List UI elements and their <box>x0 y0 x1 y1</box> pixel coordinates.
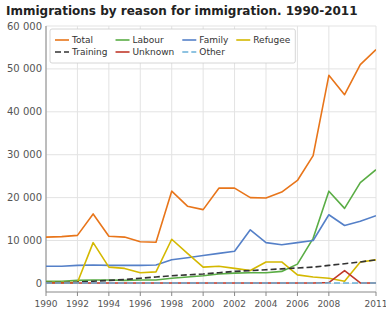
y-tick-label: 10 000 <box>7 235 42 246</box>
x-tick <box>297 292 298 296</box>
x-tick <box>203 292 204 296</box>
x-tick <box>266 292 267 296</box>
y-tick-label: 50 000 <box>7 63 42 74</box>
grid <box>46 26 376 292</box>
x-tick-label: 2011 <box>365 299 386 309</box>
x-tick <box>234 292 235 296</box>
series-line <box>46 282 376 284</box>
x-tick <box>171 292 172 296</box>
x-grid-line <box>140 26 141 292</box>
x-axis-line <box>46 292 376 293</box>
x-tick-label: 2002 <box>223 299 246 309</box>
y-tick-label: 0 <box>36 278 42 289</box>
y-tick-label: 30 000 <box>7 149 42 160</box>
legend-handle <box>236 39 250 41</box>
x-grid-line <box>376 26 377 292</box>
legend-box <box>50 29 295 63</box>
legend-label: Unknown <box>133 47 175 57</box>
x-grid-line <box>328 26 329 292</box>
legend-handle <box>182 51 196 53</box>
x-grid-line <box>297 26 298 292</box>
y-tick-label: 60 000 <box>7 21 42 32</box>
y-grid-line <box>46 26 376 27</box>
series-line <box>46 170 376 282</box>
legend-label: Training <box>71 47 108 57</box>
legend-handle <box>55 39 69 41</box>
x-grid-line <box>171 26 172 292</box>
x-tick-label: 1998 <box>160 299 183 309</box>
x-tick-label: 1992 <box>66 299 89 309</box>
x-grid-line <box>203 26 204 292</box>
legend-handle <box>116 51 130 53</box>
y-tick-label: 40 000 <box>7 106 42 117</box>
x-grid-line <box>266 26 267 292</box>
x-tick-label: 1994 <box>97 299 120 309</box>
legend-label: Other <box>199 47 225 57</box>
x-tick <box>376 292 377 296</box>
chart: Immigrations by reason for immigration. … <box>0 0 386 316</box>
legend-handle <box>116 39 130 41</box>
y-grid-line <box>46 240 376 241</box>
title: Immigrations by reason for immigration. … <box>6 4 358 18</box>
x-tick-label: 1990 <box>35 299 58 309</box>
x-tick <box>328 292 329 296</box>
legend-handle <box>182 39 196 41</box>
legend-label: Labour <box>133 35 164 45</box>
y-grid-line <box>46 68 376 69</box>
legend-handle <box>55 51 69 53</box>
x-tick-label: 2008 <box>317 299 340 309</box>
series-line <box>46 50 376 243</box>
x-tick <box>140 292 141 296</box>
y-grid-line <box>46 154 376 155</box>
x-grid-line <box>77 26 78 292</box>
series-line <box>46 215 376 266</box>
x-grid-line <box>46 26 47 292</box>
x-grid-line <box>234 26 235 292</box>
series-line <box>46 239 376 282</box>
y-grid-line <box>46 111 376 112</box>
x-tick-label: 2004 <box>255 299 278 309</box>
y-grid-line <box>46 283 376 284</box>
series-line <box>46 260 376 283</box>
y-tick-label: 20 000 <box>7 192 42 203</box>
legend: Total Labour Family Refugee Training Unknown O… <box>50 29 295 63</box>
x-tick <box>108 292 109 296</box>
x-tick-label: 1996 <box>129 299 152 309</box>
y-axis-line <box>46 26 47 292</box>
legend-label: Refugee <box>253 35 291 45</box>
x-grid-line <box>108 26 109 292</box>
x-tick-label: 2000 <box>192 299 215 309</box>
legend-label: Family <box>199 35 229 45</box>
x-tick-label: 2006 <box>286 299 309 309</box>
x-tick <box>46 292 47 296</box>
legend-label: Total <box>71 35 93 45</box>
lines <box>46 50 376 283</box>
x-tick <box>77 292 78 296</box>
series-line <box>46 271 376 283</box>
